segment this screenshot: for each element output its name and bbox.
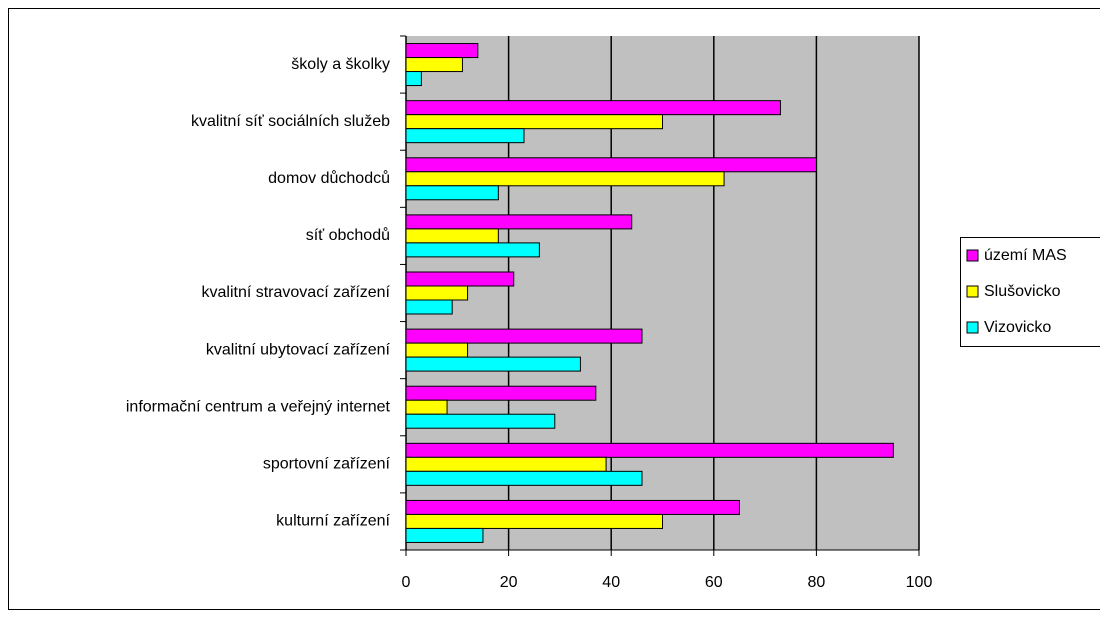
legend-box [960,237,1100,347]
bar [405,71,422,87]
x-tick-label: 0 [402,574,411,591]
bar [405,442,894,458]
bar [405,171,725,187]
y-tick-label: kvalitní stravovací zařízení [201,284,390,301]
legend-swatch [966,321,979,334]
bar [405,399,448,415]
x-tick-label: 60 [705,574,723,591]
y-tick-label: kvalitní ubytovací zařízení [206,341,391,358]
bar [405,527,484,543]
bar [405,271,515,287]
legend-swatch [966,285,979,298]
bar [405,43,479,59]
bar [405,385,597,401]
y-tick-label: školy a školky [291,56,390,73]
bar [405,342,469,358]
bar [405,285,469,301]
bar [405,470,643,486]
bar [405,228,499,244]
bar [405,214,633,230]
y-tick-label: informační centrum a veřejný internet [126,398,391,415]
bar [405,185,499,201]
bar [405,100,781,116]
y-tick-label: sportovní zařízení [263,456,391,473]
y-tick-label: síť obchodů [306,226,390,244]
bar [405,299,453,315]
legend-swatch [966,249,979,262]
legend-label: Slušovicko [984,283,1061,300]
bar [405,57,463,73]
bar [405,242,540,258]
bar [405,157,817,173]
bar [405,114,663,130]
bar [405,413,556,429]
bar [405,513,663,529]
bar [405,328,643,344]
x-tick-label: 80 [808,574,826,591]
x-tick-label: 20 [500,574,518,591]
y-tick-label: domov důchodců [268,169,390,187]
bar [405,128,525,144]
bar [405,499,740,515]
y-tick-label: kvalitní síť sociálních služeb [191,113,390,130]
legend-label: Vizovicko [984,319,1051,336]
x-tick-label: 40 [602,574,620,591]
bar [405,456,607,472]
legend-label: území MAS [984,247,1067,264]
bar [405,356,581,372]
x-tick-label: 100 [906,574,933,591]
y-tick-label: kulturní zařízení [276,513,390,530]
